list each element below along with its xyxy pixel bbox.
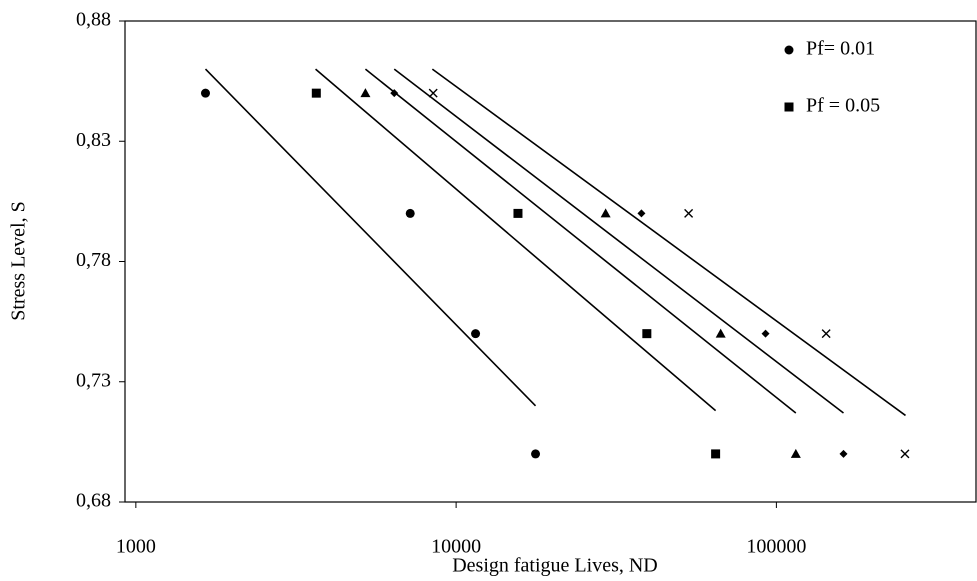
trendline (393, 68, 844, 414)
y-tick-label: 0,88 (76, 9, 111, 31)
marker-triangle (360, 88, 371, 98)
marker-circle (471, 329, 481, 339)
marker-cross (900, 449, 910, 459)
marker-square (311, 88, 321, 98)
trendline (364, 68, 797, 414)
marker-diamond (390, 89, 399, 98)
marker-square (642, 329, 652, 339)
marker-diamond (637, 209, 646, 218)
y-axis-label: Stress Level, S (8, 201, 30, 320)
x-tick-label: 100000 (746, 536, 806, 558)
trendline (204, 68, 537, 407)
x-axis-label: Design fatigue Lives, ND (452, 555, 658, 577)
marker-triangle (715, 328, 726, 338)
legend-swatch (784, 102, 794, 112)
legend-label: Pf = 0.05 (806, 95, 880, 117)
plot-frame (124, 20, 977, 503)
legend-swatch (784, 45, 794, 55)
y-tick-label: 0,68 (76, 490, 111, 512)
marker-cross (428, 88, 438, 98)
trendline (315, 68, 717, 412)
marker-cross (821, 329, 831, 339)
y-tick-label: 0,83 (76, 129, 111, 151)
marker-square (711, 449, 721, 459)
x-tick-label: 1000 (116, 536, 156, 558)
trendline (431, 68, 906, 417)
marker-circle (200, 88, 210, 98)
marker-triangle (790, 448, 801, 458)
marker-diamond (761, 329, 770, 338)
marker-cross (684, 208, 694, 218)
marker-square (513, 208, 523, 218)
marker-triangle (600, 208, 611, 218)
marker-diamond (839, 449, 848, 458)
legend-label: Pf= 0.01 (806, 38, 875, 60)
x-tick-label: 10000 (431, 536, 481, 558)
y-tick-label: 0,73 (76, 369, 111, 391)
y-tick-label: 0,78 (76, 249, 111, 271)
marker-circle (405, 208, 415, 218)
marker-circle (531, 449, 541, 459)
